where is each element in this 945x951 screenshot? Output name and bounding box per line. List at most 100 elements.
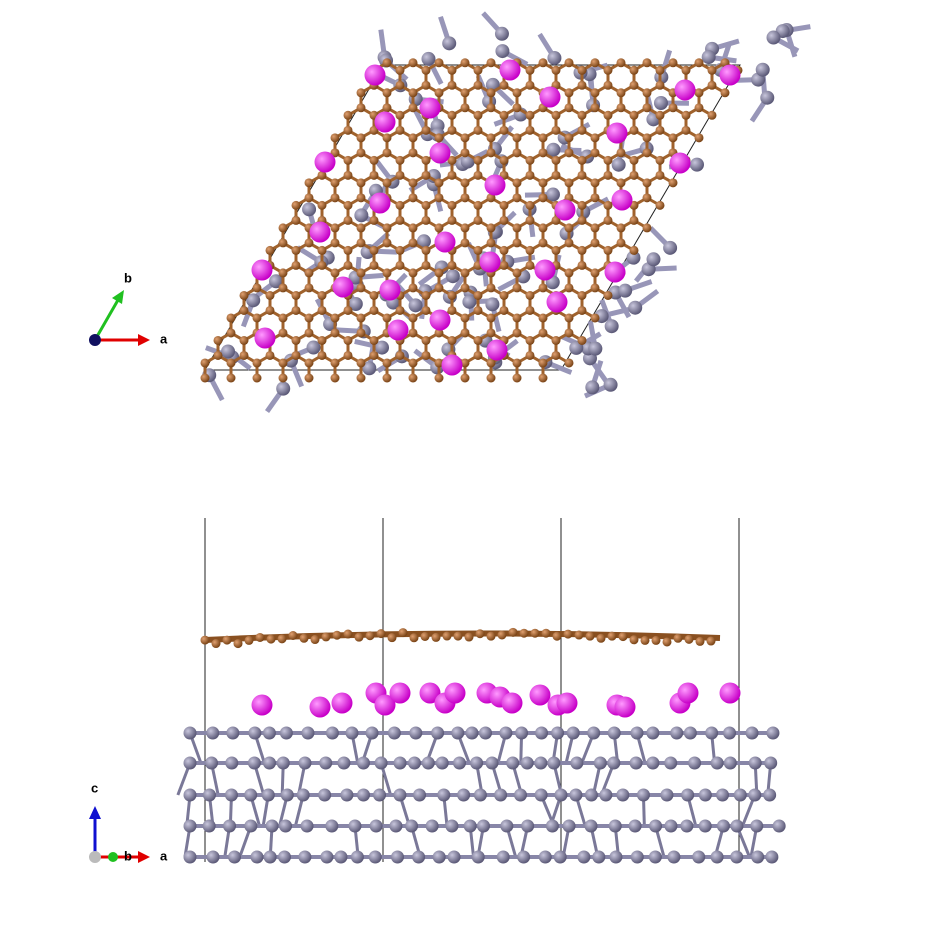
atom bbox=[263, 850, 277, 864]
atom bbox=[590, 148, 600, 158]
atom bbox=[730, 819, 744, 833]
atom bbox=[376, 629, 386, 639]
atom bbox=[291, 215, 301, 225]
atom bbox=[276, 381, 291, 396]
atom bbox=[577, 110, 587, 120]
atom bbox=[277, 634, 287, 644]
atom bbox=[680, 819, 694, 833]
atom bbox=[668, 103, 678, 113]
atom bbox=[473, 110, 483, 120]
atom bbox=[473, 290, 483, 300]
atom bbox=[413, 788, 427, 802]
atom bbox=[577, 215, 587, 225]
atom bbox=[462, 294, 477, 309]
atom bbox=[434, 328, 444, 338]
atom bbox=[705, 726, 719, 740]
atom bbox=[213, 335, 223, 345]
atom bbox=[265, 350, 275, 360]
atom bbox=[409, 633, 419, 643]
atom bbox=[688, 756, 702, 770]
atom bbox=[646, 252, 661, 267]
atom bbox=[356, 328, 366, 338]
atom bbox=[460, 178, 470, 188]
atom bbox=[395, 215, 405, 225]
atom bbox=[534, 259, 556, 281]
atom bbox=[434, 231, 456, 253]
atom bbox=[512, 238, 522, 248]
atom bbox=[364, 64, 386, 86]
atom bbox=[369, 192, 391, 214]
atom bbox=[611, 157, 626, 172]
atom bbox=[387, 319, 409, 341]
atom bbox=[343, 125, 353, 135]
atom bbox=[408, 238, 418, 248]
atom bbox=[556, 692, 578, 714]
atom bbox=[630, 850, 644, 864]
atom bbox=[437, 788, 451, 802]
atom bbox=[515, 726, 529, 740]
atom bbox=[431, 726, 445, 740]
atom bbox=[278, 268, 288, 278]
atom bbox=[460, 58, 470, 68]
atom bbox=[551, 170, 561, 180]
atom bbox=[343, 245, 353, 255]
atom bbox=[628, 819, 642, 833]
atom bbox=[369, 125, 379, 135]
atom bbox=[577, 125, 587, 135]
atom bbox=[668, 133, 678, 143]
atom bbox=[408, 103, 418, 113]
atom bbox=[460, 238, 470, 248]
atom bbox=[419, 682, 441, 704]
atom bbox=[733, 788, 747, 802]
atom bbox=[506, 756, 520, 770]
atom bbox=[375, 340, 390, 355]
atom bbox=[325, 819, 339, 833]
atom bbox=[564, 238, 574, 248]
atom bbox=[356, 373, 366, 383]
atom bbox=[317, 260, 327, 270]
atom bbox=[538, 328, 548, 338]
atom bbox=[763, 788, 777, 802]
atom bbox=[755, 62, 770, 77]
atom bbox=[247, 756, 261, 770]
atom bbox=[604, 319, 619, 334]
atom bbox=[382, 148, 392, 158]
atom bbox=[278, 223, 288, 233]
atom bbox=[577, 200, 587, 210]
atom bbox=[369, 215, 379, 225]
atom bbox=[291, 335, 301, 345]
atom bbox=[304, 193, 314, 203]
atom bbox=[577, 260, 587, 270]
atom bbox=[395, 260, 405, 270]
atom bbox=[590, 133, 600, 143]
atom bbox=[288, 630, 298, 640]
atom bbox=[330, 223, 340, 233]
atom bbox=[551, 726, 565, 740]
atom bbox=[476, 819, 490, 833]
atom bbox=[445, 269, 460, 284]
atom bbox=[546, 291, 568, 313]
atom bbox=[421, 756, 435, 770]
atom bbox=[408, 148, 418, 158]
atom bbox=[221, 344, 236, 359]
atom bbox=[202, 788, 216, 802]
atom bbox=[520, 756, 534, 770]
atom bbox=[382, 223, 392, 233]
atom bbox=[716, 788, 730, 802]
atom bbox=[304, 358, 314, 368]
atom bbox=[564, 328, 574, 338]
atom bbox=[629, 80, 639, 90]
atom bbox=[354, 208, 369, 223]
atom bbox=[395, 155, 405, 165]
atom bbox=[447, 335, 457, 345]
atom bbox=[630, 726, 644, 740]
atom bbox=[421, 155, 431, 165]
atom bbox=[629, 756, 643, 770]
atom bbox=[616, 148, 626, 158]
atom bbox=[640, 635, 650, 645]
atom bbox=[499, 726, 513, 740]
atom bbox=[251, 694, 273, 716]
atom bbox=[479, 726, 493, 740]
atom bbox=[279, 726, 293, 740]
atom bbox=[694, 103, 704, 113]
